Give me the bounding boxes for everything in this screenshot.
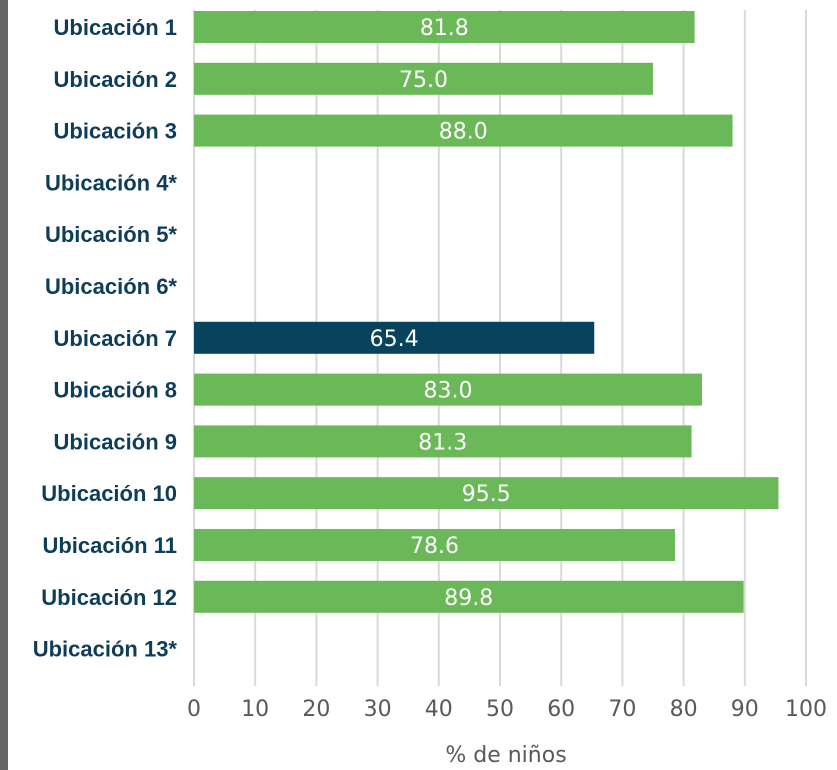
bar [194,62,653,95]
category-label: Ubicación 11 [42,533,177,558]
bars [194,11,779,613]
category-label: Ubicación 10 [41,481,177,506]
category-labels: Ubicación 1 Ubicación 2 Ubicación 3 Ubicaci… [33,15,178,662]
bar [194,425,692,458]
category-label: Ubicación 7 [54,326,177,351]
category-label: Ubicación 12 [41,585,177,610]
bar-value-label: 88.0 [439,120,488,145]
x-axis-title: % de niños [445,743,566,768]
x-tick-label: 90 [731,697,759,722]
x-tick-label: 60 [547,697,575,722]
bar [194,11,695,43]
bar [194,477,779,510]
x-tick-label: 30 [364,697,392,722]
category-label: Ubicación 3 [54,119,177,144]
category-label: Ubicación 5* [45,222,177,247]
bar-value-label: 95.5 [462,482,511,507]
x-tick-label: 20 [302,697,330,722]
bar-value-label: 81.3 [418,430,467,455]
bar [194,580,744,613]
bar-value-label: 89.8 [444,586,493,611]
left-border [0,0,8,770]
x-tick-label: 10 [241,697,269,722]
bar [194,373,702,406]
bar-value-label: 65.4 [370,327,419,352]
x-tick-label: 0 [187,697,201,722]
bar-value-label: 78.6 [410,534,459,559]
bar-value-label: 83.0 [423,379,472,404]
category-label: Ubicación 4* [45,170,177,195]
category-label: Ubicación 9 [54,429,177,454]
bar [194,114,733,147]
bar-value-label: 75.0 [399,68,448,93]
x-tick-label: 80 [670,697,698,722]
bar [194,529,676,561]
bar-value-label: 81.8 [420,16,469,41]
bar [194,321,595,354]
category-label: Ubicación 1 [54,15,177,40]
x-tick-label: 50 [486,697,514,722]
category-label: Ubicación 8 [54,378,177,403]
x-tick-label: 40 [425,697,453,722]
category-label: Ubicación 13* [33,637,178,662]
category-label: Ubicación 2 [54,67,177,92]
category-label: Ubicación 6* [45,274,177,299]
x-tick-label: 70 [608,697,636,722]
data-labels: 81.8 75.0 88.0 65.4 83.0 81.3 95.5 78.6 89.8 [370,16,511,611]
x-tick-labels: 0 10 20 30 40 50 60 70 80 90 100 [187,697,827,722]
x-tick-label: 100 [785,697,827,722]
